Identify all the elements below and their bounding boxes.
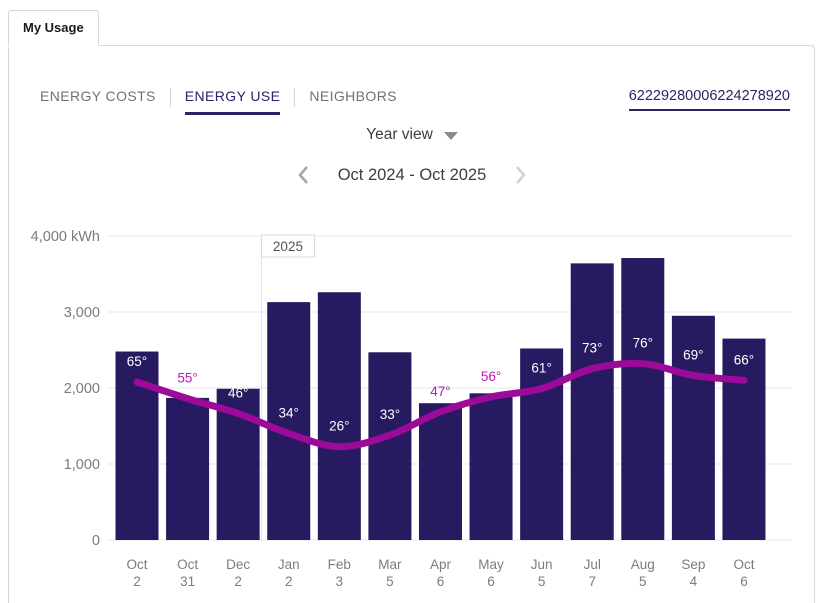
usage-bar[interactable] (570, 263, 614, 540)
x-axis-day-label: 7 (588, 574, 596, 589)
y-axis-tick-label: 4,000 kWh (31, 229, 100, 245)
y-axis-tick-label: 2,000 (64, 381, 100, 397)
temperature-line (133, 359, 748, 451)
my-usage-tab-label: My Usage (23, 20, 84, 35)
temperature-label: 46° (228, 386, 248, 401)
period-nav: Oct 2024 - Oct 2025 (0, 165, 824, 185)
temperature-label: 66° (734, 352, 754, 367)
x-axis-day-label: 4 (690, 574, 698, 589)
y-axis-tick-label: 3,000 (64, 305, 100, 321)
usage-bar[interactable] (166, 397, 210, 540)
usage-bar[interactable] (621, 258, 665, 540)
temperature-label: 76° (633, 336, 653, 351)
x-axis-day-label: 2 (133, 574, 141, 589)
x-axis-month-label: Sep (681, 557, 705, 572)
year-marker-box (260, 234, 315, 258)
x-axis-month-label: Oct (177, 557, 198, 572)
x-axis-day-label: 2 (285, 574, 293, 589)
x-axis-month-label: Dec (226, 557, 250, 572)
x-axis-month-label: Oct (126, 557, 147, 572)
usage-bar[interactable] (722, 338, 766, 540)
view-selector-dropdown[interactable]: Year view (0, 126, 824, 144)
tab-divider (294, 88, 296, 107)
usage-bar[interactable] (469, 393, 513, 540)
usage-bar[interactable] (267, 302, 311, 540)
temperature-label: 26° (329, 419, 349, 434)
x-axis-month-label: Jun (531, 557, 553, 572)
chevron-right-icon (516, 166, 527, 184)
tab-energy-use[interactable]: ENERGY USE (184, 86, 281, 115)
usage-chart: 4,000 kWh 3,000 2,000 1,000 0 2025 Oct 2 Oct 31 De… (31, 229, 792, 589)
x-axis-day-label: 5 (639, 574, 647, 589)
x-axis-month-label: Oct (733, 557, 754, 572)
temperature-label: 34° (279, 405, 299, 420)
usage-nav-tabs: ENERGY COSTS ENERGY USE NEIGHBORS (40, 86, 404, 115)
temperature-label: 33° (380, 407, 400, 422)
x-axis-day-label: 2 (234, 574, 242, 589)
y-axis-tick-label: 1,000 (64, 457, 100, 473)
x-axis-month-label: Mar (378, 557, 402, 572)
year-marker-label: 2025 (273, 239, 303, 254)
temperature-label: 65° (127, 354, 147, 369)
y-axis-tick-label: 0 (92, 533, 100, 549)
x-axis-day-label: 5 (386, 574, 394, 589)
x-axis-month-label: Feb (328, 557, 351, 572)
view-selector-label: Year view (366, 126, 433, 143)
temperature-label: 55° (177, 371, 197, 386)
x-axis-month-label: Jul (584, 557, 601, 572)
usage-bar[interactable] (317, 292, 361, 540)
temperature-label: 61° (531, 361, 551, 376)
x-axis-day-label: 3 (336, 574, 344, 589)
account-number[interactable]: 62229280006224278920 (628, 88, 790, 111)
x-axis-day-label: 31 (180, 574, 195, 589)
my-usage-tab[interactable]: My Usage (8, 10, 99, 48)
temperature-label: 56° (481, 369, 501, 384)
usage-bar[interactable] (368, 352, 412, 540)
chevron-down-icon (443, 132, 458, 140)
chevron-left-icon (297, 166, 308, 184)
x-axis-month-label: May (478, 557, 504, 572)
usage-bar[interactable] (520, 348, 564, 540)
tab-energy-costs[interactable]: ENERGY COSTS (40, 88, 156, 104)
x-axis-day-label: 6 (740, 574, 748, 589)
x-axis-day-label: 6 (487, 574, 495, 589)
usage-bar[interactable] (671, 315, 715, 540)
previous-period-button[interactable] (296, 165, 311, 185)
tab-neighbors[interactable]: NEIGHBORS (309, 88, 397, 104)
x-axis-day-label: 6 (437, 574, 445, 589)
usage-bar[interactable] (418, 403, 462, 540)
next-period-button[interactable] (513, 165, 528, 185)
tab-divider (169, 88, 171, 107)
x-axis-month-label: Aug (631, 557, 655, 572)
x-axis-month-label: Jan (278, 557, 300, 572)
x-axis-month-label: Apr (430, 557, 452, 572)
period-label: Oct 2024 - Oct 2025 (337, 165, 487, 184)
temperature-label: 47° (430, 384, 450, 399)
temperature-label: 73° (582, 341, 602, 356)
x-axis-day-label: 5 (538, 574, 546, 589)
temperature-label: 69° (683, 347, 703, 362)
